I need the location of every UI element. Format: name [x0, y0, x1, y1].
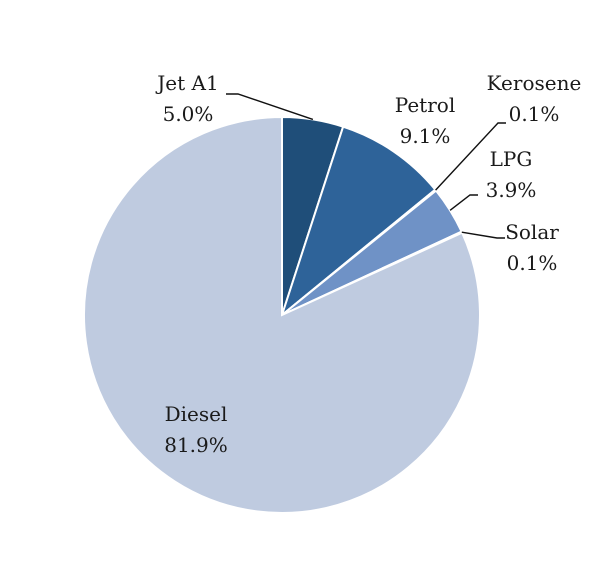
pie-slice-diesel: [83, 115, 481, 514]
leader-line-solar: [461, 231, 505, 239]
slice-label-solar-name: Solar: [505, 220, 559, 244]
slice-label-kerosene-name: Kerosene: [487, 71, 582, 95]
leader-lines: [226, 93, 506, 239]
leader-line-jet-a1: [226, 93, 314, 121]
slice-label-solar-pct: 0.1%: [507, 251, 558, 275]
slice-label-diesel-pct: 81.9%: [164, 433, 228, 457]
slice-label-jet-a1-pct: 5.0%: [163, 102, 214, 126]
slice-label-jet-a1-name: Jet A1: [155, 71, 218, 95]
slice-label-petrol-pct: 9.1%: [400, 124, 451, 148]
slice-labels: Jet A1 5.0% Petrol 9.1% Kerosene 0.1% LP…: [155, 71, 581, 457]
slice-label-kerosene-pct: 0.1%: [509, 102, 560, 126]
pie-slice-petrol: [279, 125, 437, 318]
slice-label-diesel-name: Diesel: [165, 402, 228, 426]
pie-slices: [83, 115, 481, 514]
slice-label-lpg-pct: 3.9%: [486, 178, 537, 202]
leader-line-lpg: [449, 194, 478, 211]
leader-line-kerosene: [435, 122, 506, 191]
slice-label-petrol-name: Petrol: [395, 93, 455, 117]
slice-label-lpg-name: LPG: [490, 147, 533, 171]
